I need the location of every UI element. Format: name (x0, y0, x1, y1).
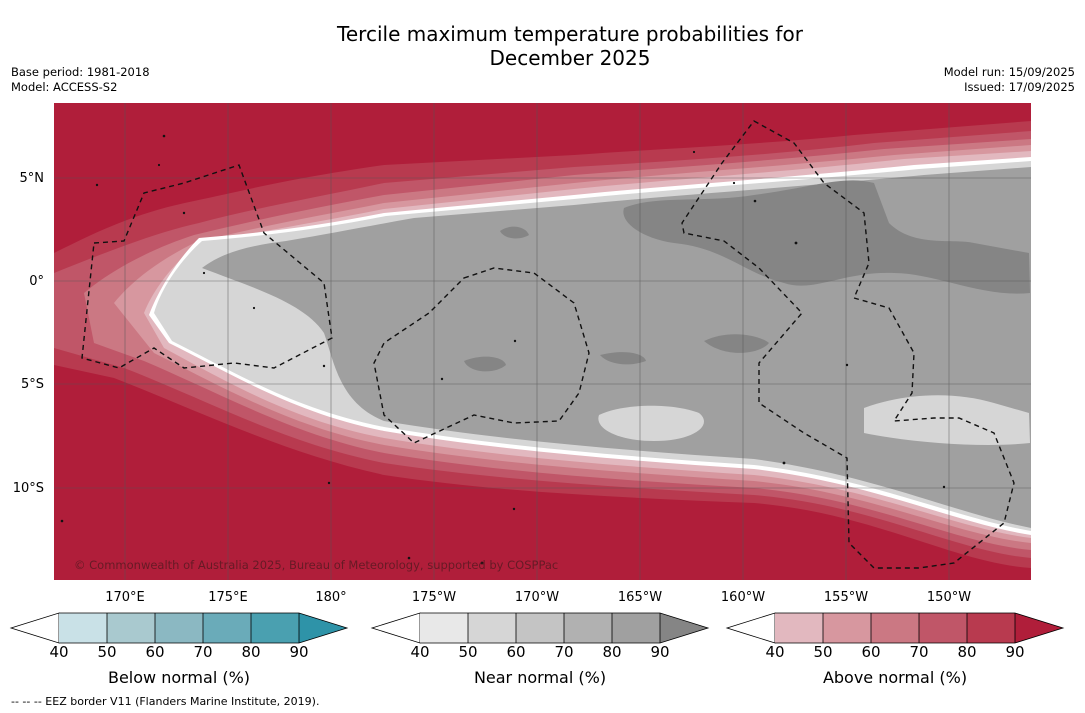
probability-map (54, 103, 1031, 580)
colorbar-near-50 (468, 613, 516, 643)
colorbar-near-60 (516, 613, 564, 643)
above-tick-50: 50 (813, 643, 833, 661)
metadata-left: Base period: 1981-2018 Model: ACCESS-S2 (11, 65, 150, 95)
colorbar-near-40 (420, 613, 468, 643)
above-tick-80: 80 (957, 643, 977, 661)
colorbar-below-40 (59, 613, 107, 643)
near-tick-60: 60 (506, 643, 526, 661)
lat-label-5n: 5°N (19, 171, 45, 186)
map-svg (54, 103, 1031, 580)
map-title: Tercile maximum temperature probabilitie… (0, 22, 1085, 70)
near-normal-50-patch-2 (864, 395, 1030, 445)
above-tick-90: 90 (1005, 643, 1025, 661)
above-tick-40: 40 (765, 643, 785, 661)
near-tick-80: 80 (602, 643, 622, 661)
colorbar-above-50 (823, 613, 871, 643)
colorbar-near (370, 612, 710, 644)
title-line-1: Tercile maximum temperature probabilitie… (337, 22, 803, 46)
below-tick-50: 50 (97, 643, 117, 661)
above-normal-title: Above normal (%) (822, 668, 968, 687)
model-run: Model run: 15/09/2025 (943, 65, 1075, 79)
colorbars (9, 612, 1065, 644)
colorbar-above (725, 612, 1065, 644)
below-normal-title: Below normal (%) (107, 668, 251, 687)
lon-label-160w: 160°W (720, 590, 766, 605)
lon-label-175e: 175°E (208, 590, 248, 605)
colorbar-below-60 (155, 613, 203, 643)
below-tick-40: 40 (49, 643, 69, 661)
below-tick-70: 70 (193, 643, 213, 661)
colorbar-near-90 (660, 613, 708, 643)
colorbar-near-70 (564, 613, 612, 643)
copyright-notice: © Commonwealth of Australia 2025, Bureau… (74, 558, 559, 572)
below-tick-80: 80 (241, 643, 261, 661)
lon-label-155w: 155°W (823, 590, 869, 605)
lon-label-180: 180° (315, 590, 347, 605)
lon-label-175w: 175°W (411, 590, 457, 605)
near-tick-40: 40 (410, 643, 430, 661)
colorbar-below-80 (251, 613, 299, 643)
title-line-2: December 2025 (489, 46, 651, 70)
near-tick-70: 70 (554, 643, 574, 661)
islands (60, 134, 946, 565)
near-normal-90-patch-2 (704, 334, 769, 353)
graticule (54, 103, 1031, 580)
colorbar-below-70 (203, 613, 251, 643)
below-tick-90: 90 (289, 643, 309, 661)
colorbar-above-60 (871, 613, 919, 643)
lon-label-165w: 165°W (617, 590, 663, 605)
colorbar-below-90 (299, 613, 347, 643)
colorbar-near-80 (612, 613, 660, 643)
near-normal-50-patch-1 (598, 405, 704, 441)
lon-label-170w: 170°W (514, 590, 560, 605)
near-normal-90-patch-1 (623, 180, 1030, 294)
lon-label-170e: 170°E (105, 590, 145, 605)
colorbar-above-80 (967, 613, 1015, 643)
colorbar-below (9, 612, 349, 644)
colorbar-above-90 (1015, 613, 1063, 643)
base-period: Base period: 1981-2018 (11, 65, 150, 79)
near-normal-90-patch-5 (500, 226, 529, 239)
lon-label-150w: 150°W (926, 590, 972, 605)
eez-borders (81, 120, 1015, 569)
issued-date: Issued: 17/09/2025 (964, 80, 1075, 94)
near-tick-90: 90 (650, 643, 670, 661)
near-normal-90-patch-3 (464, 356, 506, 372)
colorbar-above-40 (775, 613, 823, 643)
eez-border-note: -- -- -- EEZ border V11 (Flanders Marine… (11, 695, 320, 708)
metadata-right: Model run: 15/09/2025 Issued: 17/09/2025 (944, 65, 1075, 95)
lat-label-0: 0° (29, 274, 44, 289)
below-tick-60: 60 (145, 643, 165, 661)
model-name: Model: ACCESS-S2 (11, 80, 118, 94)
colorbar-below-50 (107, 613, 155, 643)
above-tick-60: 60 (861, 643, 881, 661)
near-tick-50: 50 (458, 643, 478, 661)
colorbar-above-70 (919, 613, 967, 643)
near-normal-title: Near normal (%) (473, 668, 607, 687)
above-tick-70: 70 (909, 643, 929, 661)
lat-label-10s: 10°S (12, 481, 44, 496)
lat-label-5s: 5°S (20, 377, 44, 392)
near-normal-90-patch-4 (600, 352, 646, 365)
